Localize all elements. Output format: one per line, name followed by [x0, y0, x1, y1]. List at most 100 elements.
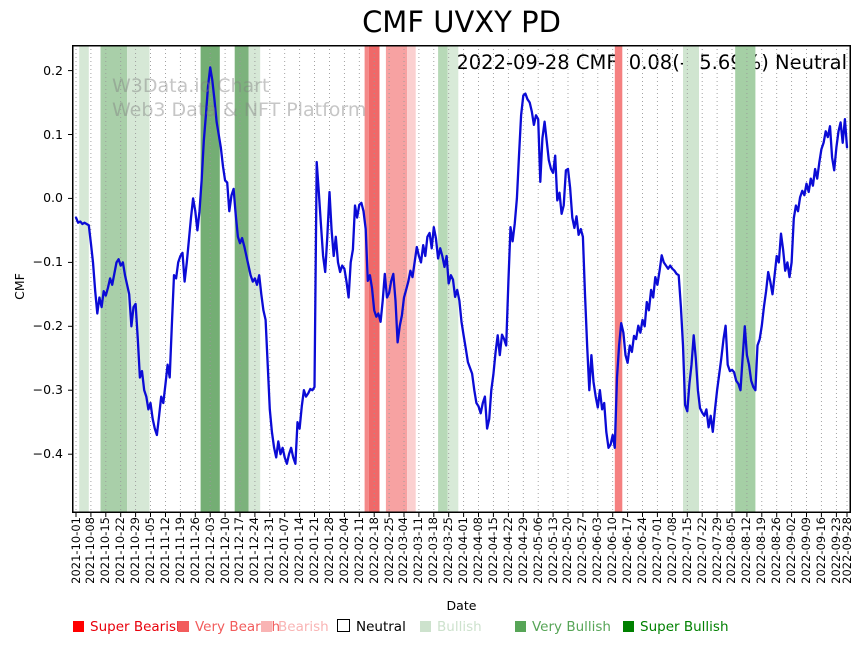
- x-tick-label: 2022-09-16: [813, 517, 828, 584]
- x-tick-label: 2022-07-08: [664, 517, 679, 584]
- cmf-line-chart: [68, 45, 851, 517]
- legend-item-super-bullish: Super Bullish: [623, 619, 729, 635]
- x-tick-label: 2022-03-04: [396, 517, 411, 584]
- x-tick-label: 2022-05-20: [560, 517, 575, 584]
- x-tick-label: 2022-03-25: [441, 517, 456, 584]
- x-tick-label: 2022-08-12: [739, 517, 754, 584]
- legend-item-bullish: Bullish: [420, 619, 482, 635]
- y-tick-label: −0.2: [32, 318, 63, 334]
- x-tick-label: 2022-09-02: [784, 517, 799, 584]
- legend-item-very-bullish: Very Bullish: [515, 619, 611, 635]
- legend-swatch-icon: [623, 621, 634, 632]
- x-tick-label: 2021-10-08: [83, 517, 98, 584]
- x-tick-label: 2022-07-22: [694, 517, 709, 584]
- x-axis-ticks: 2021-10-01 2021-10-08 2021-10-15 2021-10-22…: [68, 517, 854, 597]
- legend-label: Super Bearish: [90, 619, 185, 635]
- legend-swatch-icon: [178, 621, 189, 632]
- x-tick-label: 2021-11-05: [143, 517, 158, 584]
- x-tick-label: 2022-02-25: [381, 517, 396, 584]
- signal-band-bearish: [385, 45, 408, 513]
- signal-band-bullish: [438, 45, 448, 513]
- y-tick-label: 0.1: [43, 126, 63, 142]
- signal-band-very-bullish: [234, 45, 249, 513]
- x-tick-label: 2021-10-01: [68, 517, 83, 584]
- x-tick-label: 2022-04-08: [471, 517, 486, 584]
- y-axis-label: CMF: [11, 273, 27, 300]
- x-tick-label: 2022-04-22: [500, 517, 515, 584]
- legend-label: Super Bullish: [640, 619, 729, 635]
- x-tick-label: 2022-09-09: [799, 517, 814, 584]
- x-tick-label: 2022-04-29: [515, 517, 530, 584]
- x-tick-label: 2021-11-12: [157, 517, 172, 584]
- x-tick-label: 2021-10-29: [128, 517, 143, 584]
- x-tick-label: 2022-06-24: [635, 517, 650, 584]
- legend-swatch-icon: [420, 621, 431, 632]
- x-tick-label: 2022-01-14: [292, 517, 307, 584]
- signal-band-bullish: [79, 45, 89, 513]
- x-tick-label: 2022-04-01: [456, 517, 471, 584]
- x-tick-label: 2021-11-26: [187, 517, 202, 584]
- x-tick-label: 2021-11-19: [172, 517, 187, 584]
- legend-item-bearish: Bearish: [261, 619, 329, 635]
- legend-label: Neutral: [356, 619, 406, 635]
- y-tick-label: −0.1: [32, 254, 63, 270]
- legend-swatch-icon: [261, 621, 272, 632]
- x-tick-label: 2022-01-28: [321, 517, 336, 584]
- x-tick-label: 2022-06-03: [590, 517, 605, 584]
- x-tick-label: 2022-05-27: [575, 517, 590, 584]
- signal-band-very-bullish: [735, 45, 756, 513]
- x-tick-label: 2022-08-19: [754, 517, 769, 584]
- signal-band-very-bearish: [368, 45, 380, 513]
- x-tick-label: 2022-08-05: [724, 517, 739, 584]
- legend-item-neutral: Neutral: [337, 619, 406, 635]
- y-tick-label: 0.2: [43, 62, 63, 78]
- x-tick-label: 2022-01-07: [277, 517, 292, 584]
- y-tick-label: −0.3: [32, 382, 63, 398]
- x-tick-label: 2022-02-18: [366, 517, 381, 584]
- legend-swatch-icon: [337, 619, 350, 632]
- x-tick-label: 2021-12-10: [217, 517, 232, 584]
- legend-label: Bearish: [278, 619, 329, 635]
- legend-item-very-bearish: Very Bearish: [178, 619, 280, 635]
- cmf-series-line: [74, 66, 849, 465]
- x-tick-label: 2022-05-06: [530, 517, 545, 584]
- legend: Super Bearish Very Bearish Bearish Neutral B…: [0, 619, 867, 641]
- legend-label: Very Bearish: [195, 619, 281, 635]
- x-tick-label: 2022-02-11: [351, 517, 366, 584]
- x-tick-label: 2022-03-11: [411, 517, 426, 584]
- signal-band-bullish: [127, 45, 150, 513]
- x-tick-label: 2022-04-15: [485, 517, 500, 584]
- legend-label: Very Bullish: [532, 619, 611, 635]
- x-tick-label: 2022-02-04: [336, 517, 351, 584]
- signal-band-very-bearish: [614, 45, 623, 513]
- signal-band-very-bullish: [200, 45, 220, 513]
- x-tick-label: 2022-07-29: [709, 517, 724, 584]
- x-tick-label: 2022-06-10: [605, 517, 620, 584]
- x-tick-label: 2021-12-17: [232, 517, 247, 584]
- x-tick-label: 2022-03-18: [426, 517, 441, 584]
- legend-swatch-icon: [515, 621, 526, 632]
- x-tick-label: 2022-06-17: [620, 517, 635, 584]
- y-tick-label: −0.4: [32, 446, 63, 462]
- x-tick-label: 2021-12-31: [262, 517, 277, 584]
- legend-swatch-icon: [73, 621, 84, 632]
- signal-band-bullish: [683, 45, 699, 513]
- x-axis-label: Date: [446, 598, 477, 613]
- plot-area: [68, 45, 851, 517]
- x-tick-label: 2021-12-03: [202, 517, 217, 584]
- x-tick-label: 2022-09-28: [839, 517, 854, 584]
- y-tick-label: 0.0: [43, 190, 63, 206]
- legend-label: Bullish: [437, 619, 482, 635]
- legend-item-super-bearish: Super Bearish: [73, 619, 185, 635]
- x-tick-label: 2021-12-24: [247, 517, 262, 584]
- x-tick-label: 2022-07-01: [649, 517, 664, 584]
- signal-band-bearish: [407, 45, 416, 513]
- x-tick-label: 2021-10-15: [98, 517, 113, 584]
- x-tick-label: 2022-07-15: [679, 517, 694, 584]
- chart-title: CMF UVXY PD: [362, 5, 561, 39]
- x-tick-label: 2022-01-21: [307, 517, 322, 584]
- x-tick-label: 2022-05-13: [545, 517, 560, 584]
- x-tick-label: 2021-10-22: [113, 517, 128, 584]
- axes-spines: [72, 45, 851, 513]
